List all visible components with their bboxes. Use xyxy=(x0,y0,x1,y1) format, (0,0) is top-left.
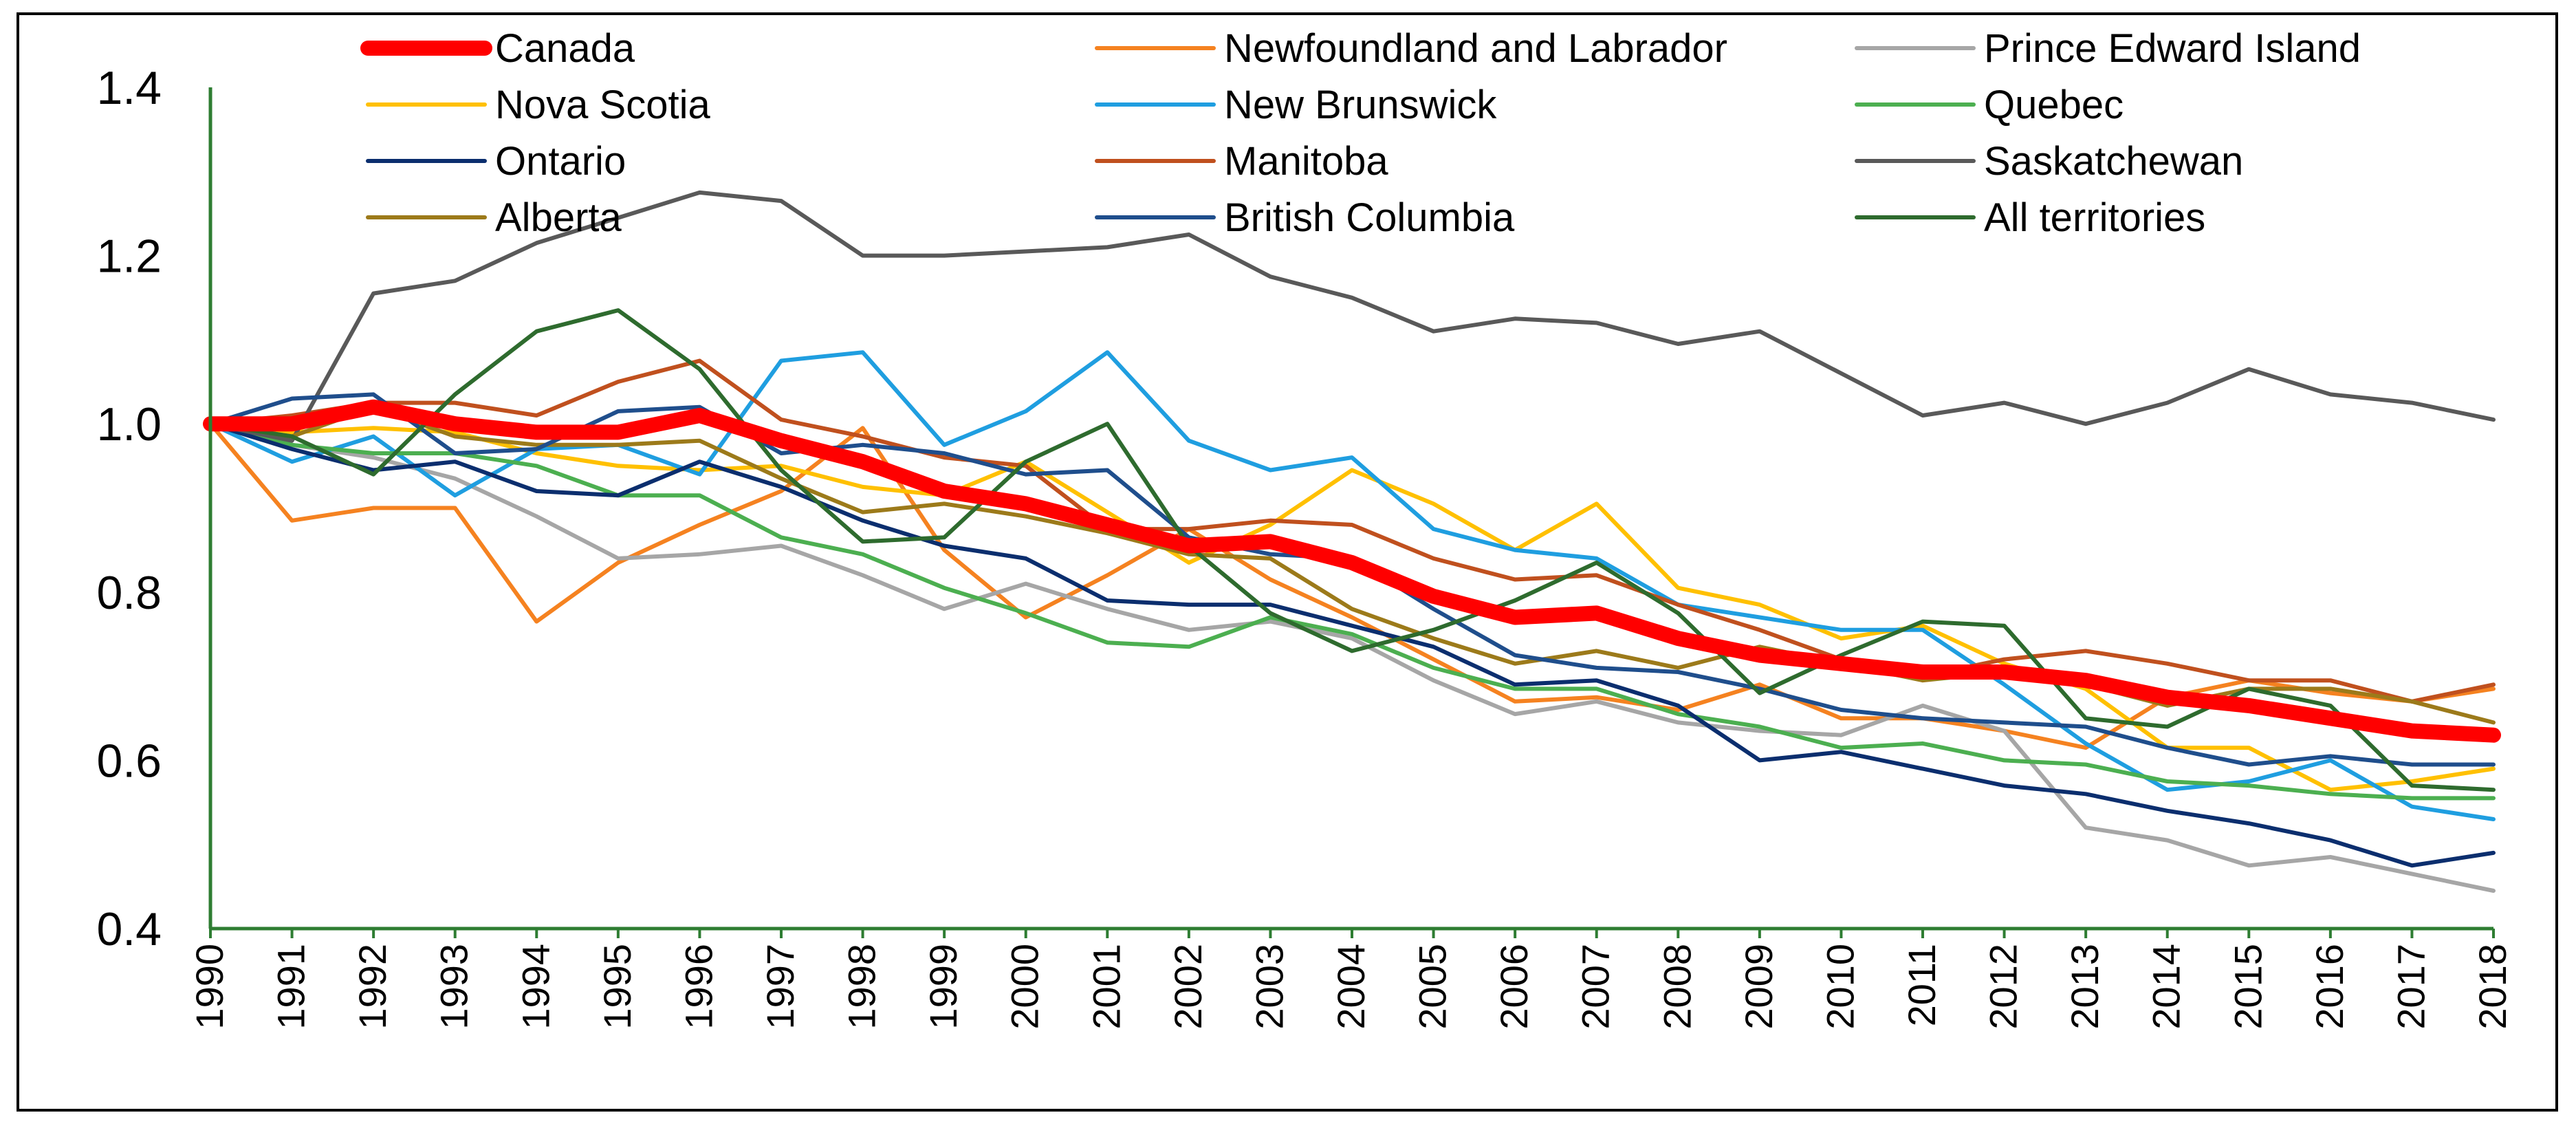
x-tick-label: 2000 xyxy=(1003,944,1047,1030)
x-tick-label: 2007 xyxy=(1574,944,1617,1030)
y-tick-label: 0.6 xyxy=(96,735,162,787)
x-tick-label: 2013 xyxy=(2063,944,2106,1030)
x-tick-label: 2003 xyxy=(1247,944,1291,1030)
legend-label: British Columbia xyxy=(1224,195,1515,240)
y-tick-label: 0.8 xyxy=(96,567,162,619)
legend: Canada Newfoundland and Labrador Prince Ed… xyxy=(360,26,2361,240)
series-line-quebec xyxy=(208,422,2496,801)
series-line-newfoundland-and-labrador xyxy=(208,422,2496,750)
legend-label: Ontario xyxy=(495,139,626,184)
series-line-canada xyxy=(203,399,2501,743)
x-tick-label: 2002 xyxy=(1166,944,1210,1030)
y-tick-label: 1.2 xyxy=(96,230,162,283)
legend-label: New Brunswick xyxy=(1224,83,1497,127)
legend-label: Saskatchewan xyxy=(1984,139,2243,184)
x-tick-label: 1995 xyxy=(596,944,639,1030)
legend-label: Newfoundland and Labrador xyxy=(1224,26,1727,71)
x-tick-label: 1999 xyxy=(921,944,965,1030)
x-tick-label: 2001 xyxy=(1084,944,1128,1030)
x-tick-label: 1992 xyxy=(351,944,394,1030)
x-tick-label: 2008 xyxy=(1655,944,1699,1030)
x-tick-label: 1994 xyxy=(514,944,557,1030)
x-tick-label: 2012 xyxy=(1982,944,2025,1030)
x-tick-label: 2011 xyxy=(1900,944,1943,1026)
series-line-saskatchewan xyxy=(208,190,2496,443)
x-tick-label: 2005 xyxy=(1411,944,1454,1030)
y-tick-label: 1.4 xyxy=(96,62,162,114)
legend-label: Alberta xyxy=(495,195,622,240)
x-tick-label: 2006 xyxy=(1492,944,1536,1030)
series-line-prince-edward-island xyxy=(208,422,2496,893)
y-tick-label: 1.0 xyxy=(96,398,162,451)
x-tick-label: 2016 xyxy=(2308,944,2351,1030)
legend-label: Nova Scotia xyxy=(495,83,710,127)
series-line-all-territories xyxy=(208,308,2496,792)
series-line-nova-scotia xyxy=(208,422,2496,792)
y-axis-ticks: 0.4 0.6 0.8 1.0 1.2 1.4 xyxy=(96,62,162,955)
x-tick-label: 2014 xyxy=(2145,944,2188,1030)
series-line-new-brunswick xyxy=(208,350,2496,821)
x-tick-label: 1998 xyxy=(840,944,884,1030)
series-line-manitoba xyxy=(208,358,2496,704)
x-tick-label: 2017 xyxy=(2389,944,2432,1030)
x-tick-label: 2004 xyxy=(1329,944,1373,1030)
x-tick-label: 1996 xyxy=(677,944,720,1030)
x-tick-label: 2015 xyxy=(2226,944,2269,1030)
legend-label: Quebec xyxy=(1984,83,2124,127)
legend-label: Canada xyxy=(495,26,635,71)
legend-label: Prince Edward Island xyxy=(1984,26,2361,71)
x-tick-label: 1991 xyxy=(270,944,313,1030)
x-tick-label: 1997 xyxy=(758,944,802,1030)
y-tick-label: 0.4 xyxy=(96,903,162,955)
legend-label: All territories xyxy=(1984,195,2205,240)
chart-frame xyxy=(17,12,2558,1112)
legend-label: Manitoba xyxy=(1224,139,1388,184)
x-axis-ticks: 1990 1991 1992 1993 1994 1995 1996 1997 1998 1999… xyxy=(188,929,2514,1030)
x-tick-label: 1993 xyxy=(433,944,476,1030)
series-lines xyxy=(203,190,2501,893)
series-line-ontario xyxy=(208,422,2496,868)
x-tick-label: 1990 xyxy=(188,944,231,1030)
x-tick-label: 2010 xyxy=(1818,944,1862,1030)
x-tick-label: 2018 xyxy=(2471,944,2514,1030)
x-tick-label: 2009 xyxy=(1737,944,1780,1030)
